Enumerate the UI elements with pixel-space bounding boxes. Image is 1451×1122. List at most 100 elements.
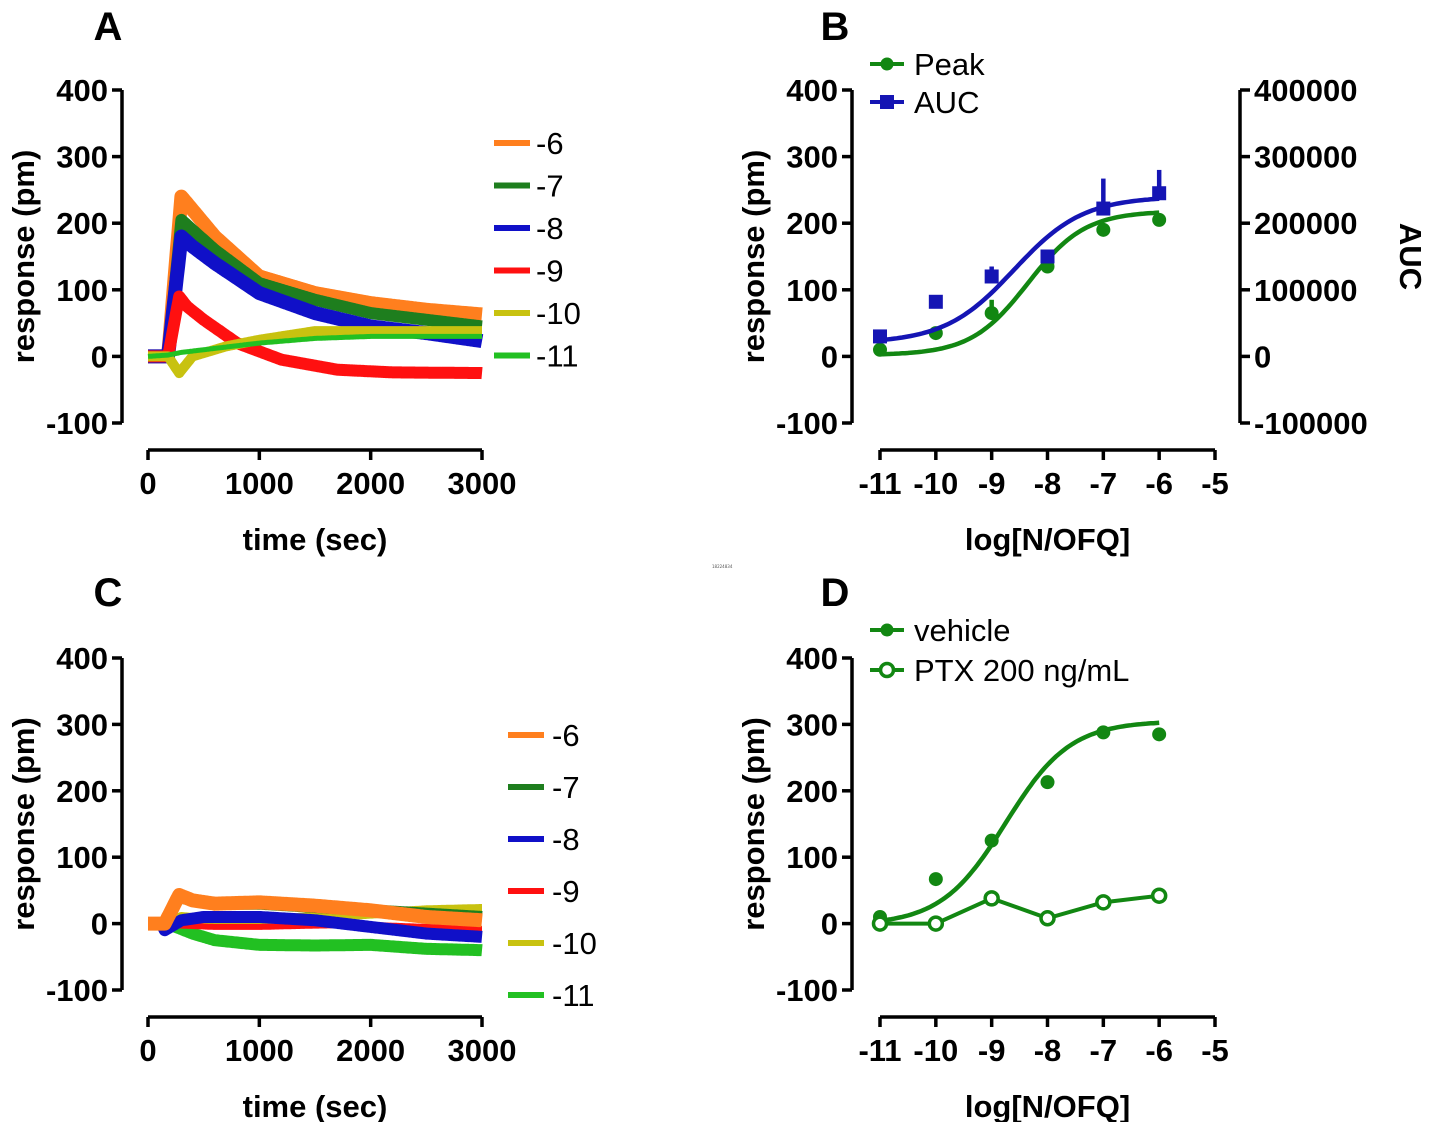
panel-label: C	[94, 571, 123, 615]
x-axis-title: log[N/OFQ]	[965, 1089, 1130, 1122]
legend-label: -6	[552, 718, 580, 753]
panel-label: D	[821, 571, 850, 615]
y-axis-tick-label: -100	[776, 973, 838, 1008]
data-point	[985, 306, 999, 320]
y-axis-tick-label: 300	[786, 140, 838, 175]
y-axis-title: response (pm)	[6, 717, 41, 931]
data-point	[985, 834, 999, 848]
x-axis-tick-label: -6	[1145, 1033, 1173, 1068]
legend-label: -6	[536, 126, 564, 161]
y-axis-tick-label: 300	[786, 707, 838, 742]
legend-label: -7	[536, 169, 564, 204]
data-point	[1041, 912, 1054, 925]
y-axis-title: response (pm)	[736, 150, 771, 364]
x-axis-tick-label: -8	[1034, 466, 1062, 501]
data-point	[1096, 725, 1110, 739]
y2-axis-tick-label: 200000	[1254, 206, 1357, 241]
x-axis-tick-label: 1000	[225, 1033, 294, 1068]
x-axis-tick-label: 2000	[336, 1033, 405, 1068]
y2-axis-tick-label: 0	[1254, 339, 1271, 374]
y-axis-tick-label: -100	[46, 406, 108, 441]
fit-curve-auc	[880, 199, 1159, 340]
x-axis-tick-label: -5	[1201, 466, 1229, 501]
y2-axis-tick-label: 100000	[1254, 273, 1357, 308]
legend-marker	[881, 624, 894, 637]
y2-axis-tick-label: 400000	[1254, 73, 1357, 108]
legend-marker	[881, 664, 894, 677]
y-axis-tick-label: 400	[786, 641, 838, 676]
y-axis-title: response (pm)	[6, 150, 41, 364]
data-point	[929, 917, 942, 930]
y-axis-tick-label: 400	[56, 73, 108, 108]
y2-axis-tick-label: -100000	[1254, 406, 1368, 441]
y-axis-tick-label: 100	[56, 840, 108, 875]
y-axis-tick-label: -100	[776, 406, 838, 441]
y-axis-tick-label: 400	[786, 73, 838, 108]
x-axis-title: time (sec)	[243, 522, 388, 557]
data-point	[873, 329, 887, 343]
legend-label: PTX 200 ng/mL	[914, 653, 1129, 688]
x-axis-tick-label: -9	[978, 1033, 1006, 1068]
panel-a: A -100 0 100 200 300 400 0 1000 2000 3000 response …	[6, 5, 581, 557]
data-point	[874, 917, 887, 930]
x-axis-tick-label: -6	[1145, 466, 1173, 501]
data-point	[1041, 250, 1055, 264]
x-axis-tick-label: -11	[858, 466, 901, 501]
data-point	[1152, 213, 1166, 227]
y2-axis-title: AUC	[1393, 223, 1428, 290]
panel-label: A	[94, 5, 123, 49]
x-axis-tick-label: -5	[1201, 1033, 1229, 1068]
y-axis-tick-label: 100	[786, 840, 838, 875]
legend-label: AUC	[914, 85, 979, 120]
data-point	[1096, 202, 1110, 216]
x-axis-tick-label: -7	[1090, 1033, 1118, 1068]
y-axis-tick-label: 300	[56, 140, 108, 175]
x-axis-tick-label: 3000	[448, 466, 517, 501]
legend-label: -10	[552, 926, 597, 961]
panel-c: C -100 0 100 200 300 400 0 1000 2000 3000 response …	[6, 571, 597, 1122]
data-point	[873, 343, 887, 357]
legend-marker	[880, 95, 894, 109]
data-point	[1152, 186, 1166, 200]
y-axis-tick-label: 300	[56, 707, 108, 742]
x-axis-tick-label: -8	[1034, 1033, 1062, 1068]
x-axis-tick-label: -10	[913, 1033, 958, 1068]
data-point	[1096, 223, 1110, 237]
y-axis-title: response (pm)	[736, 717, 771, 931]
x-axis-tick-label: 3000	[448, 1033, 517, 1068]
legend-label: -7	[552, 770, 580, 805]
data-point	[929, 872, 943, 886]
y-axis-tick-label: 0	[91, 339, 108, 374]
y2-axis-tick-label: 300000	[1254, 140, 1357, 175]
y-axis-tick-label: 200	[56, 206, 108, 241]
panel-d: D -100 0 100 200 300 400 -11 -10 -9 -8 -7 -6 -5 respon…	[736, 571, 1229, 1122]
data-point	[929, 295, 943, 309]
data-point	[1041, 775, 1055, 789]
y-axis-tick-label: 100	[786, 273, 838, 308]
x-axis-tick-label: -7	[1090, 466, 1118, 501]
y-axis-tick-label: 400	[56, 641, 108, 676]
legend-marker	[881, 58, 894, 71]
data-point	[1097, 896, 1110, 909]
x-axis-tick-label: 0	[139, 466, 156, 501]
legend-label: -9	[536, 254, 564, 289]
x-axis-tick-label: -11	[858, 1033, 901, 1068]
y-axis-tick-label: 200	[56, 774, 108, 809]
fit-curve-vehicle	[880, 723, 1159, 921]
y-axis-tick-label: 0	[821, 907, 838, 942]
y-axis-tick-label: 0	[91, 907, 108, 942]
y-axis-tick-label: 200	[786, 206, 838, 241]
y-axis-tick-label: 100	[56, 273, 108, 308]
legend-label: -8	[552, 822, 580, 857]
legend-label: Peak	[914, 47, 985, 82]
center-tag: 18224834	[712, 564, 733, 569]
y-axis-tick-label: 200	[786, 774, 838, 809]
data-point	[1152, 727, 1166, 741]
x-axis-tick-label: 2000	[336, 466, 405, 501]
data-point	[1153, 889, 1166, 902]
x-axis-title: time (sec)	[243, 1089, 388, 1122]
panel-b: B -100 0 100 200 300 400 -11 -10 -9 -8 -7 -6 -5 respon…	[736, 5, 1428, 557]
legend-label: -9	[552, 874, 580, 909]
panel-label: B	[821, 5, 850, 49]
